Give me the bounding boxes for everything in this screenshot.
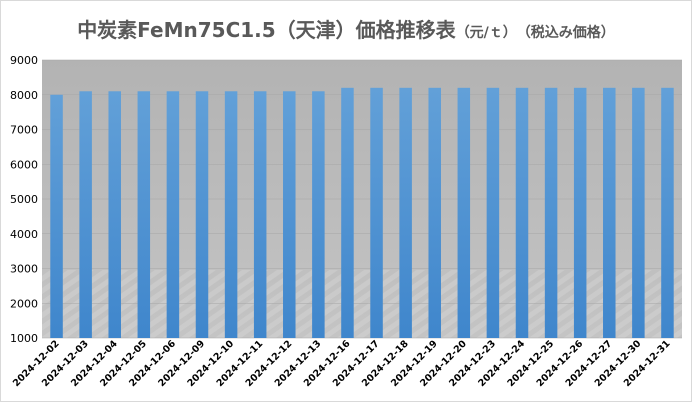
bar — [603, 87, 616, 338]
bar — [428, 87, 441, 338]
bar — [283, 91, 296, 339]
bar — [79, 91, 92, 339]
bar — [253, 91, 267, 339]
bar — [50, 94, 63, 338]
bar — [224, 91, 238, 339]
bar — [399, 87, 412, 338]
y-tick-label: 7000 — [10, 124, 38, 137]
bar — [312, 91, 325, 339]
y-tick-label: 4000 — [10, 228, 38, 241]
y-tick-label: 1000 — [10, 332, 38, 345]
y-tick-label: 3000 — [10, 263, 38, 276]
bar — [632, 87, 645, 338]
bar — [457, 87, 471, 338]
y-tick-label: 5000 — [10, 193, 38, 206]
bar — [573, 87, 587, 338]
bar — [108, 91, 121, 339]
y-tick-label: 8000 — [10, 89, 38, 102]
y-tick-label: 9000 — [10, 54, 38, 67]
bar — [195, 91, 209, 339]
chart-title-block: 中炭素FeMn75C1.5（天津）価格推移表（元/ｔ） （税込み価格） — [0, 14, 692, 43]
y-tick-label: 2000 — [10, 297, 38, 310]
chart-title: 中炭素FeMn75C1.5（天津）価格推移表 — [77, 18, 456, 42]
bar — [515, 87, 529, 338]
y-tick-label: 6000 — [10, 158, 38, 171]
bar — [486, 87, 500, 338]
bar — [544, 87, 558, 338]
chart-subtitle: （元/ｔ） （税込み価格） — [455, 25, 615, 41]
bar — [341, 87, 354, 338]
bar — [661, 87, 674, 338]
bar — [370, 87, 383, 338]
bar — [166, 91, 180, 339]
bar — [137, 91, 151, 339]
